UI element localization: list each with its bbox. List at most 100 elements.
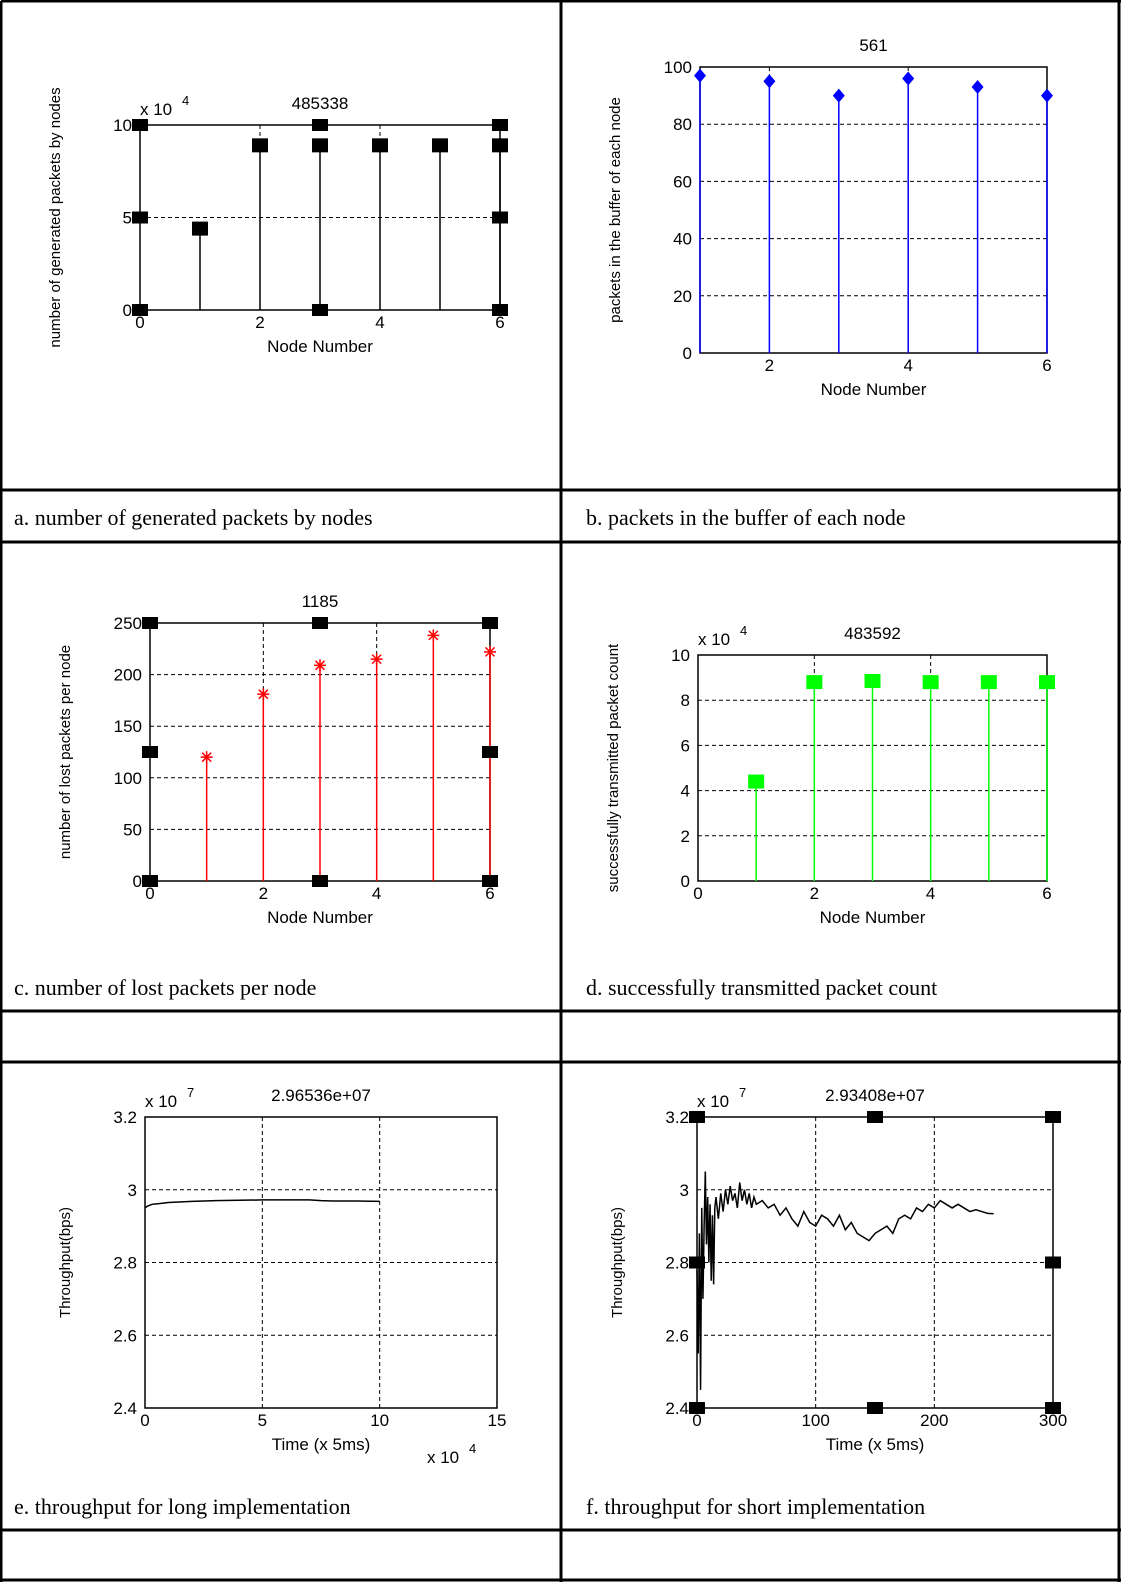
y-tick-label: 2.8 <box>113 1254 137 1273</box>
y-tick-label: 0 <box>683 344 692 363</box>
x-axis-label: Node Number <box>267 337 373 356</box>
resize-handle[interactable] <box>482 617 498 629</box>
stem-marker <box>312 138 328 153</box>
x-tick-label: 2 <box>259 884 268 903</box>
stem-marker <box>694 68 706 83</box>
resize-handle[interactable] <box>142 617 158 629</box>
resize-handle[interactable] <box>492 304 508 316</box>
plot-frame <box>699 66 1048 354</box>
x-tick-label: 6 <box>1042 356 1051 375</box>
y-exponent-power: 4 <box>740 623 747 638</box>
figure-caption: c. number of lost packets per node <box>14 975 316 1000</box>
resize-handle[interactable] <box>689 1402 705 1414</box>
resize-handle[interactable] <box>689 1111 705 1123</box>
stem-marker <box>971 80 984 95</box>
chart-c: 0 2 4 6 0 50 100 150 200 250 1185 Node Number number… <box>57 592 498 927</box>
y-axis-label: Throughput(bps) <box>57 1207 74 1318</box>
x-tick-label: 6 <box>1042 884 1051 903</box>
stem-marker <box>748 774 765 789</box>
chart-title: 2.96536e+07 <box>271 1086 371 1105</box>
resize-handle[interactable] <box>492 119 508 131</box>
chart-title: 483592 <box>844 624 901 643</box>
resize-handle[interactable] <box>1045 1402 1061 1414</box>
y-exponent-label: x 10 <box>145 1092 177 1111</box>
resize-handle[interactable] <box>132 211 148 224</box>
y-exponent-label: x 10 <box>697 1092 729 1111</box>
y-tick-label: 2 <box>681 827 690 846</box>
stem-marker <box>200 751 213 764</box>
resize-handle[interactable] <box>1045 1256 1061 1269</box>
x-tick-label: 6 <box>495 313 504 332</box>
resize-handle[interactable] <box>312 304 328 316</box>
chart-title: 485338 <box>292 94 349 113</box>
y-tick-label: 3.2 <box>665 1108 689 1127</box>
stem-marker <box>922 675 939 690</box>
y-tick-label: 200 <box>114 666 142 685</box>
y-axis-label: number of lost packets per node <box>57 645 74 859</box>
stem-marker <box>427 629 440 642</box>
y-tick-label: 3 <box>128 1181 137 1200</box>
stem-marker <box>257 688 270 701</box>
resize-handle[interactable] <box>312 119 328 131</box>
resize-handle[interactable] <box>312 875 328 887</box>
y-tick-label: 2.4 <box>665 1399 689 1418</box>
resize-handle[interactable] <box>482 746 498 758</box>
y-tick-label: 0 <box>681 872 690 891</box>
x-tick-label: 300 <box>1039 1411 1067 1430</box>
y-tick-label: 10 <box>671 646 690 665</box>
figure-caption: e. throughput for long implementation <box>14 1494 351 1519</box>
resize-handle[interactable] <box>132 119 148 131</box>
y-tick-label: 6 <box>681 736 690 755</box>
resize-handle[interactable] <box>482 875 498 887</box>
y-axis-label: number of generated packets by nodes <box>47 87 64 347</box>
x-tick-label: 0 <box>135 313 144 332</box>
x-tick-label: 15 <box>488 1411 507 1430</box>
resize-handle[interactable] <box>867 1402 883 1414</box>
x-tick-label: 4 <box>903 356 912 375</box>
x-tick-label: 2 <box>255 313 264 332</box>
y-axis-label: Throughput(bps) <box>609 1207 626 1318</box>
y-tick-label: 0 <box>123 301 132 320</box>
y-tick-label: 2.6 <box>665 1326 689 1345</box>
stem-marker <box>864 673 881 688</box>
resize-handle[interactable] <box>492 211 508 224</box>
x-exponent-power: 4 <box>469 1441 476 1456</box>
x-exponent-label: x 10 <box>427 1448 459 1467</box>
y-tick-label: 80 <box>673 115 692 134</box>
y-tick-label: 20 <box>673 287 692 306</box>
stem-marker <box>372 138 388 153</box>
y-tick-label: 100 <box>114 769 142 788</box>
stem-marker <box>763 74 776 89</box>
y-exponent-power: 7 <box>187 1085 194 1100</box>
x-tick-label: 6 <box>485 884 494 903</box>
stem-marker <box>370 653 383 666</box>
stem-marker <box>492 138 508 153</box>
figure-caption: a. number of generated packets by nodes <box>14 505 373 530</box>
resize-handle[interactable] <box>689 1256 705 1269</box>
y-tick-label: 2.4 <box>113 1399 137 1418</box>
resize-handle[interactable] <box>312 617 328 629</box>
stem-marker <box>902 71 915 86</box>
figure-caption: d. successfully transmitted packet count <box>586 975 937 1000</box>
y-tick-label: 8 <box>681 691 690 710</box>
y-tick-label: 4 <box>681 782 690 801</box>
y-tick-label: 3.2 <box>113 1108 137 1127</box>
x-tick-label: 0 <box>140 1411 149 1430</box>
y-tick-label: 250 <box>114 614 142 633</box>
chart-title: 2.93408e+07 <box>825 1086 925 1105</box>
stem-marker <box>980 675 997 690</box>
y-tick-label: 100 <box>664 58 692 77</box>
resize-handle[interactable] <box>1045 1111 1061 1123</box>
resize-handle[interactable] <box>132 304 148 316</box>
resize-handle[interactable] <box>867 1111 883 1123</box>
resize-handle[interactable] <box>142 746 158 758</box>
y-exponent-power: 4 <box>182 93 189 108</box>
resize-handle[interactable] <box>142 875 158 887</box>
x-axis-label: Node Number <box>267 908 373 927</box>
y-tick-label: 50 <box>123 820 142 839</box>
x-tick-label: 0 <box>692 1411 701 1430</box>
